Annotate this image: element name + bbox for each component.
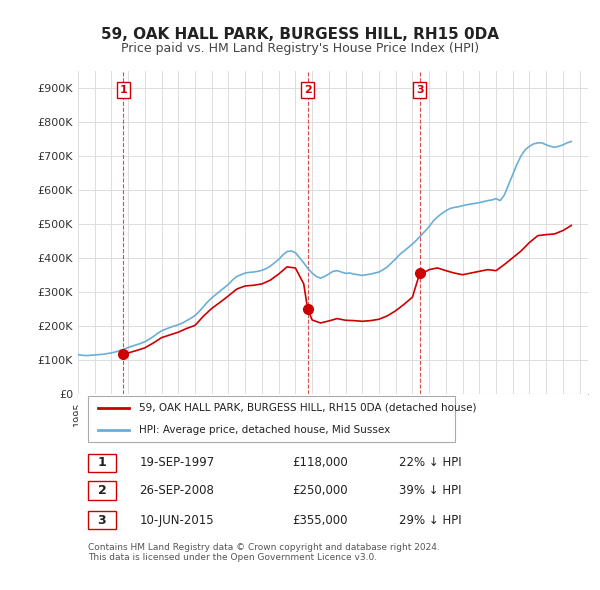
Text: 1: 1 bbox=[98, 457, 106, 470]
Text: £250,000: £250,000 bbox=[292, 484, 348, 497]
FancyBboxPatch shape bbox=[88, 454, 116, 472]
Text: Price paid vs. HM Land Registry's House Price Index (HPI): Price paid vs. HM Land Registry's House … bbox=[121, 42, 479, 55]
Text: 22% ↓ HPI: 22% ↓ HPI bbox=[400, 457, 462, 470]
Text: HPI: Average price, detached house, Mid Sussex: HPI: Average price, detached house, Mid … bbox=[139, 425, 391, 435]
FancyBboxPatch shape bbox=[88, 396, 455, 442]
FancyBboxPatch shape bbox=[88, 481, 116, 500]
Text: 29% ↓ HPI: 29% ↓ HPI bbox=[400, 513, 462, 527]
Text: 59, OAK HALL PARK, BURGESS HILL, RH15 0DA (detached house): 59, OAK HALL PARK, BURGESS HILL, RH15 0D… bbox=[139, 403, 476, 413]
Text: £355,000: £355,000 bbox=[292, 513, 348, 527]
Text: 10-JUN-2015: 10-JUN-2015 bbox=[139, 513, 214, 527]
Text: 59, OAK HALL PARK, BURGESS HILL, RH15 0DA: 59, OAK HALL PARK, BURGESS HILL, RH15 0D… bbox=[101, 27, 499, 41]
Text: 3: 3 bbox=[416, 85, 424, 95]
Text: 39% ↓ HPI: 39% ↓ HPI bbox=[400, 484, 462, 497]
Text: Contains HM Land Registry data © Crown copyright and database right 2024.
This d: Contains HM Land Registry data © Crown c… bbox=[88, 543, 440, 562]
Text: £118,000: £118,000 bbox=[292, 457, 348, 470]
FancyBboxPatch shape bbox=[88, 511, 116, 529]
Text: 2: 2 bbox=[304, 85, 311, 95]
Text: 19-SEP-1997: 19-SEP-1997 bbox=[139, 457, 214, 470]
Text: 2: 2 bbox=[98, 484, 106, 497]
Text: 26-SEP-2008: 26-SEP-2008 bbox=[139, 484, 214, 497]
Text: 1: 1 bbox=[119, 85, 127, 95]
Text: 3: 3 bbox=[98, 513, 106, 527]
